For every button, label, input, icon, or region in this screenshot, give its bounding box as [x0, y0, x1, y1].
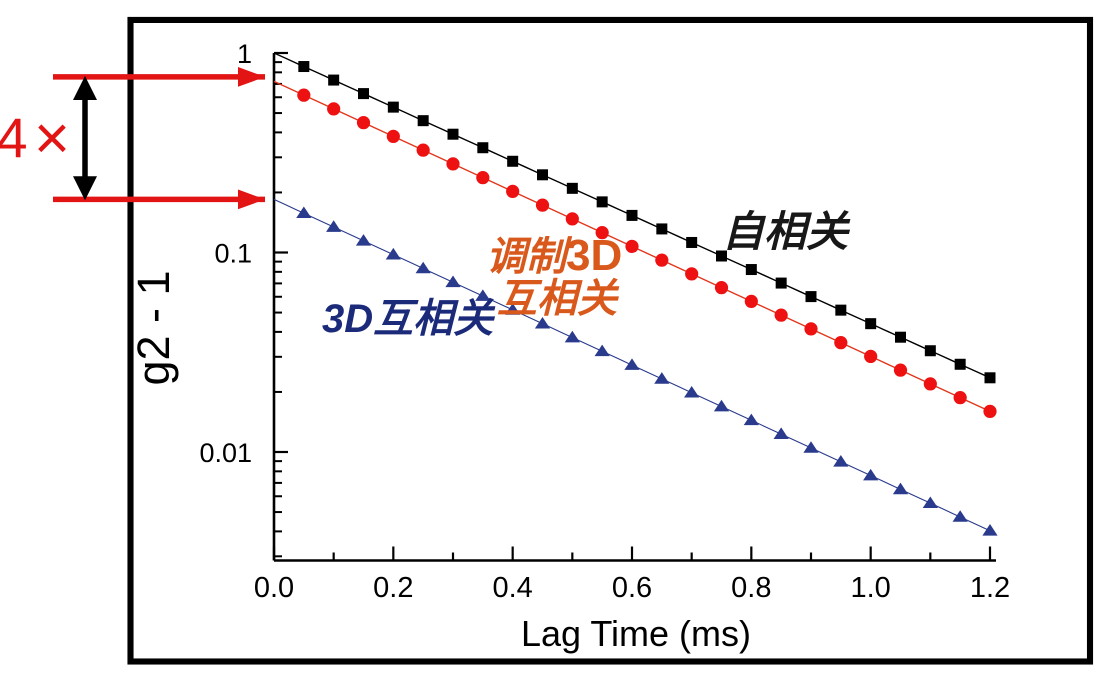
svg-text:0.6: 0.6	[612, 572, 652, 604]
svg-text:0.8: 0.8	[731, 572, 771, 604]
svg-text:0.1: 0.1	[214, 239, 252, 269]
svg-text:0.0: 0.0	[254, 572, 294, 604]
svg-text:1: 1	[237, 39, 252, 69]
svg-text:Lag Time (ms): Lag Time (ms)	[521, 613, 751, 654]
svg-text:×: ×	[34, 104, 70, 173]
svg-text:1.2: 1.2	[970, 572, 1010, 604]
svg-text:互相关: 互相关	[497, 277, 620, 321]
svg-text:0.2: 0.2	[373, 572, 413, 604]
svg-text:g2 - 1: g2 - 1	[128, 270, 179, 385]
svg-text:自相关: 自相关	[722, 208, 851, 255]
svg-text:调制3D: 调制3D	[486, 231, 622, 280]
svg-text:4: 4	[0, 106, 28, 169]
svg-text:1.0: 1.0	[851, 572, 891, 604]
svg-text:0.01: 0.01	[199, 438, 252, 468]
svg-text:0.4: 0.4	[493, 572, 533, 604]
svg-text:3D互相关: 3D互相关	[322, 297, 496, 341]
